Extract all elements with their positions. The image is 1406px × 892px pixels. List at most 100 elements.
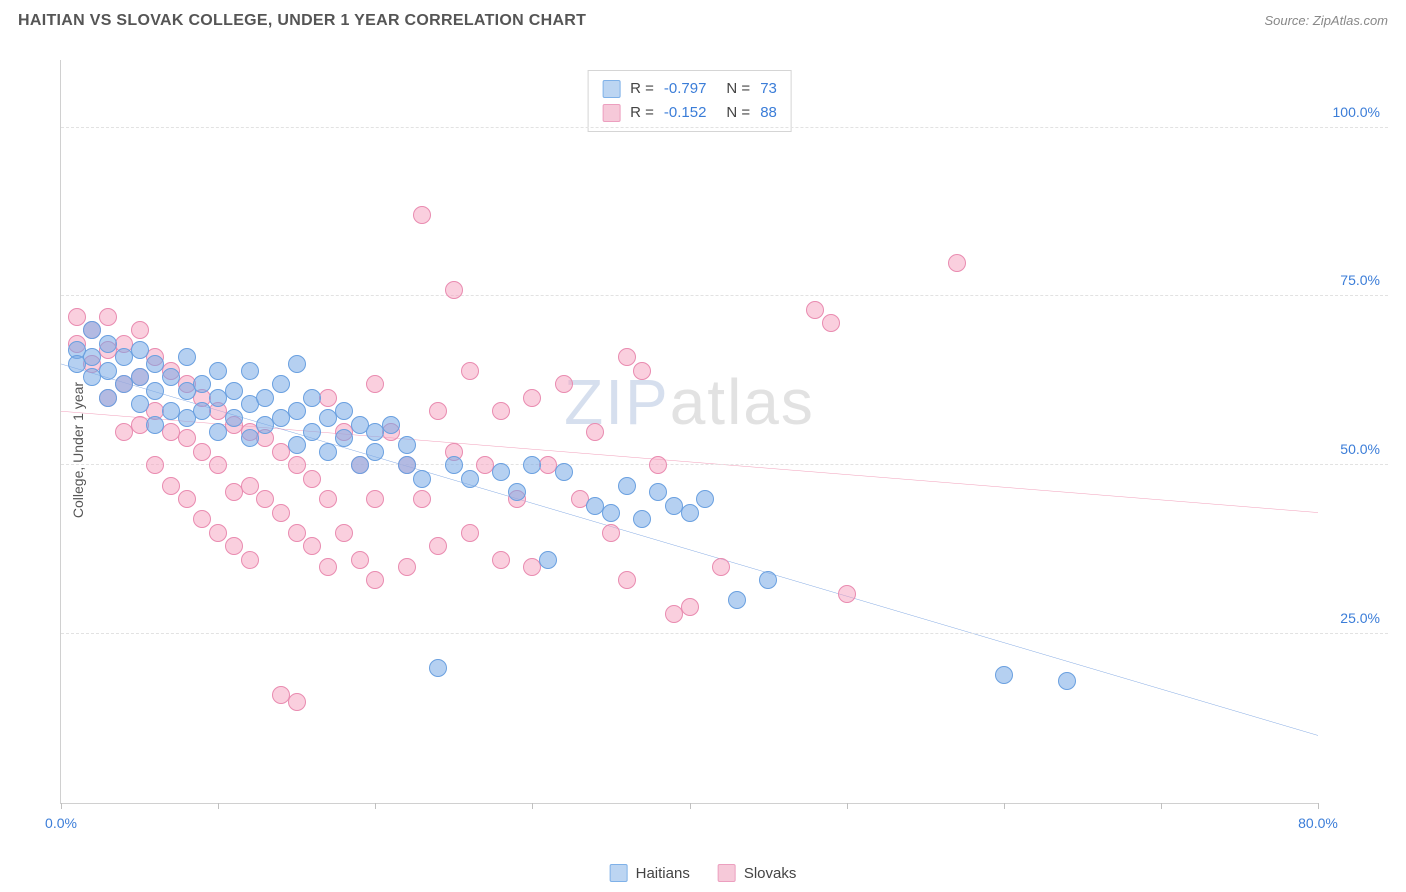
swatch-haitians [602,80,620,98]
scatter-point-haitians [398,456,416,474]
x-tick [375,803,376,809]
scatter-point-haitians [83,348,101,366]
trendline-haitians [61,364,1318,735]
scatter-point-slovaks [492,551,510,569]
scatter-point-slovaks [413,206,431,224]
correlation-stats-box: R =-0.797N =73R =-0.152N =88 [587,70,792,132]
scatter-point-slovaks [712,558,730,576]
scatter-point-haitians [335,429,353,447]
scatter-point-haitians [351,456,369,474]
scatter-point-slovaks [838,585,856,603]
stat-r-label: R = [630,77,654,101]
scatter-point-haitians [1058,672,1076,690]
scatter-point-haitians [303,423,321,441]
scatter-point-slovaks [288,693,306,711]
scatter-point-haitians [193,402,211,420]
scatter-point-slovaks [413,490,431,508]
scatter-point-haitians [241,362,259,380]
scatter-point-slovaks [523,389,541,407]
scatter-point-haitians [83,321,101,339]
scatter-point-haitians [241,429,259,447]
scatter-point-haitians [319,443,337,461]
gridline [61,127,1388,128]
scatter-point-haitians [461,470,479,488]
scatter-point-slovaks [193,510,211,528]
scatter-point-haitians [178,348,196,366]
scatter-point-haitians [193,375,211,393]
scatter-point-slovaks [256,490,274,508]
scatter-point-haitians [696,490,714,508]
stat-n-label: N = [726,101,750,125]
scatter-point-haitians [555,463,573,481]
scatter-point-slovaks [586,423,604,441]
scatter-point-slovaks [461,524,479,542]
scatter-point-haitians [445,456,463,474]
scatter-point-haitians [209,362,227,380]
y-tick-label: 75.0% [1340,272,1380,288]
scatter-point-slovaks [225,537,243,555]
scatter-point-slovaks [633,362,651,380]
scatter-point-haitians [99,362,117,380]
scatter-point-slovaks [319,558,337,576]
chart-area: College, Under 1 year ZIPatlas R =-0.797… [18,48,1388,852]
scatter-point-slovaks [366,571,384,589]
legend-item-haitians: Haitians [610,864,690,882]
y-tick-label: 25.0% [1340,610,1380,626]
scatter-point-slovaks [178,429,196,447]
scatter-point-slovaks [445,281,463,299]
y-tick-label: 50.0% [1340,441,1380,457]
scatter-point-slovaks [99,308,117,326]
scatter-point-slovaks [822,314,840,332]
scatter-point-slovaks [806,301,824,319]
scatter-point-haitians [256,389,274,407]
legend-swatch-slovaks [718,864,736,882]
chart-title: HAITIAN VS SLOVAK COLLEGE, UNDER 1 YEAR … [18,12,586,30]
scatter-point-slovaks [649,456,667,474]
scatter-point-haitians [131,368,149,386]
scatter-point-haitians [649,483,667,501]
scatter-point-haitians [429,659,447,677]
gridline [61,633,1388,634]
scatter-point-haitians [146,382,164,400]
scatter-point-slovaks [146,456,164,474]
scatter-point-haitians [335,402,353,420]
stats-row-haitians: R =-0.797N =73 [602,77,777,101]
scatter-point-slovaks [602,524,620,542]
stats-row-slovaks: R =-0.152N =88 [602,101,777,125]
scatter-point-haitians [288,436,306,454]
scatter-point-slovaks [303,470,321,488]
stat-r-value: -0.797 [664,77,707,101]
scatter-point-slovaks [241,551,259,569]
scatter-point-slovaks [193,443,211,461]
scatter-point-slovaks [618,571,636,589]
legend-item-slovaks: Slovaks [718,864,797,882]
series-legend: Haitians Slovaks [610,864,797,882]
legend-swatch-haitians [610,864,628,882]
scatter-point-slovaks [429,402,447,420]
scatter-point-slovaks [272,504,290,522]
scatter-point-haitians [539,551,557,569]
legend-label: Haitians [636,865,690,882]
scatter-point-haitians [523,456,541,474]
x-tick [61,803,62,809]
stat-r-label: R = [630,101,654,125]
scatter-point-haitians [225,382,243,400]
x-tick [1004,803,1005,809]
scatter-point-slovaks [131,321,149,339]
scatter-point-slovaks [366,490,384,508]
scatter-point-slovaks [178,490,196,508]
scatter-point-haitians [225,409,243,427]
scatter-point-haitians [146,355,164,373]
x-tick-label: 0.0% [45,815,77,831]
scatter-point-slovaks [68,308,86,326]
scatter-point-slovaks [492,402,510,420]
scatter-point-haitians [618,477,636,495]
scatter-point-haitians [366,443,384,461]
scatter-point-slovaks [303,537,321,555]
scatter-point-haitians [681,504,699,522]
scatter-point-haitians [602,504,620,522]
scatter-point-slovaks [429,537,447,555]
scatter-point-haitians [398,436,416,454]
scatter-point-haitians [728,591,746,609]
scatter-point-haitians [288,355,306,373]
